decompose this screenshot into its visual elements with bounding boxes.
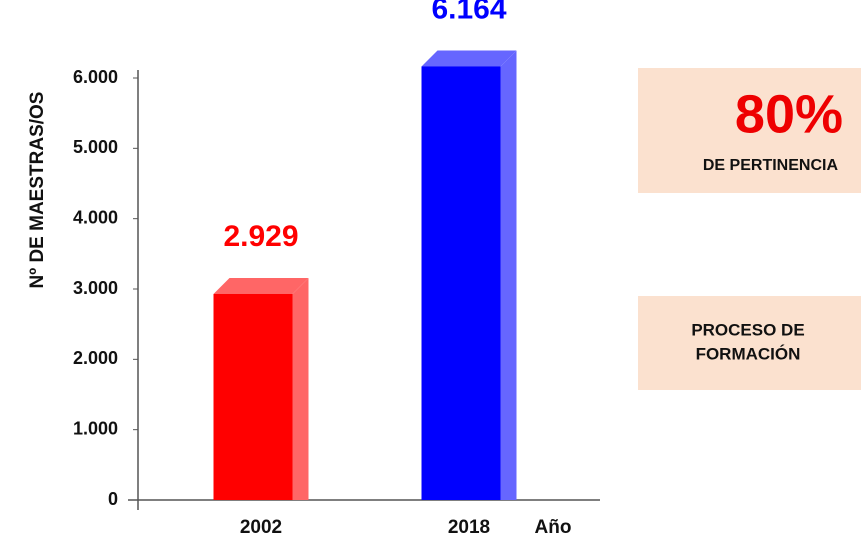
panel-text: PROCESO DE <box>691 320 804 339</box>
y-tick-label: 6.000 <box>73 67 118 87</box>
value-label: 2.929 <box>223 220 298 253</box>
y-tick-label: 2.000 <box>73 348 118 368</box>
panel <box>638 68 861 193</box>
y-tick-label: 0 <box>108 489 118 509</box>
bar-top <box>421 50 517 67</box>
bar-top <box>213 277 309 294</box>
x-axis-label: Año <box>535 517 572 538</box>
x-tick-label: 2002 <box>240 517 282 538</box>
panel-text: DE PERTINENCIA <box>703 157 839 174</box>
y-axis-label: Nº DE MAESTRAS/OS <box>27 92 48 289</box>
y-tick-label: 4.000 <box>73 207 118 227</box>
panel-text: FORMACIÓN <box>696 344 801 363</box>
value-label: 6.164 <box>431 0 506 25</box>
y-tick-label: 3.000 <box>73 278 118 298</box>
panel-big: 80% <box>735 84 843 144</box>
bar <box>421 66 501 500</box>
bar <box>213 293 293 500</box>
bar-side <box>292 277 309 500</box>
bar-side <box>500 50 517 500</box>
y-tick-label: 1.000 <box>73 418 118 438</box>
y-tick-label: 5.000 <box>73 137 118 157</box>
x-tick-label: 2018 <box>448 517 490 538</box>
panel <box>638 296 861 390</box>
